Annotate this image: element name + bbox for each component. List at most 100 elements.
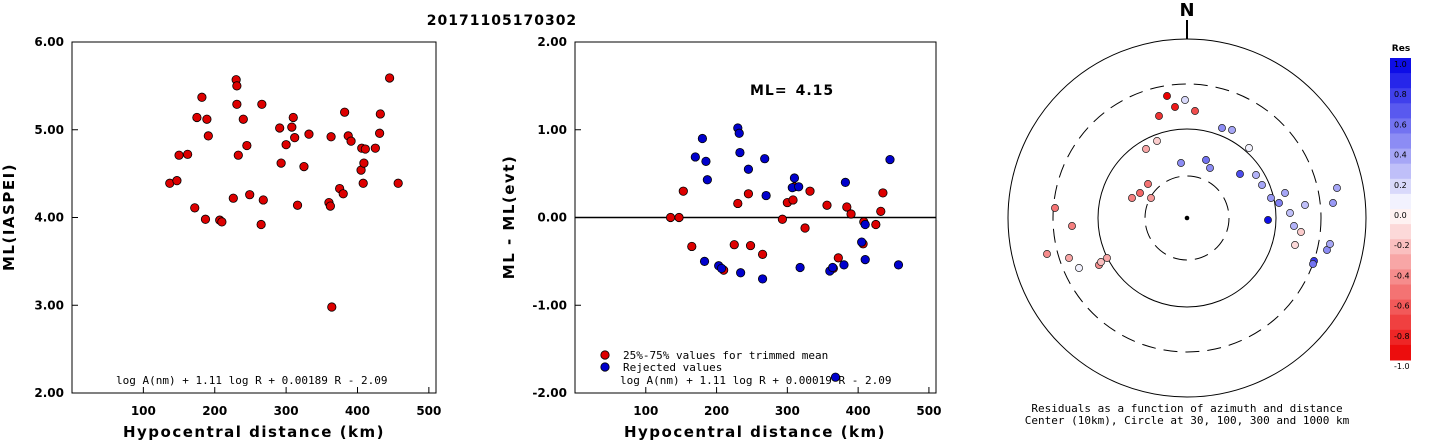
- data-point: [736, 268, 746, 278]
- x-tick-label: 200: [704, 404, 729, 418]
- x-tick-label: 400: [846, 404, 871, 418]
- data-point: [885, 154, 895, 165]
- azimuth-residual-plot: N Residuals as a function of azimuth and…: [1007, 0, 1367, 427]
- station-marker: [1245, 144, 1253, 152]
- station-marker: [1281, 189, 1289, 197]
- data-point: [833, 253, 843, 263]
- station-marker: [1236, 170, 1244, 178]
- data-point: [233, 150, 243, 160]
- colorbar-cell: [1390, 209, 1411, 225]
- figure-title: 20171105170302: [427, 13, 577, 29]
- y-tick-label: 3.00: [34, 298, 64, 312]
- colorbar-cell: [1390, 103, 1411, 119]
- north-label: N: [1179, 0, 1194, 21]
- station-marker: [1103, 254, 1111, 262]
- data-point: [393, 178, 403, 188]
- data-point: [788, 195, 798, 205]
- data-point: [288, 112, 298, 123]
- station-marker: [1333, 184, 1341, 192]
- y-tick-label: 5.00: [34, 123, 64, 137]
- data-point: [217, 217, 227, 227]
- ml-prefix: ML=: [750, 83, 788, 99]
- station-marker: [1191, 107, 1199, 115]
- station-marker: [1171, 103, 1179, 111]
- data-point: [734, 128, 744, 138]
- x-tick-label: 300: [775, 404, 800, 418]
- data-point: [202, 114, 212, 124]
- station-marker: [1329, 199, 1337, 207]
- station-marker: [1297, 228, 1305, 236]
- data-point: [674, 212, 684, 223]
- colorbar-cell: [1390, 148, 1411, 165]
- data-point: [777, 214, 787, 224]
- colorbar-cell: [1390, 88, 1411, 104]
- data-point: [701, 156, 711, 166]
- data-point: [795, 262, 805, 273]
- data-point: [325, 201, 335, 211]
- data-point: [800, 223, 810, 233]
- data-point: [276, 158, 286, 168]
- y-axis-label: ML(IASPEI): [0, 163, 18, 271]
- colorbar-cell: [1390, 224, 1411, 240]
- data-point: [346, 136, 356, 146]
- colorbar-cell: [1390, 314, 1411, 331]
- outer-circle: [1007, 38, 1367, 398]
- data-point: [828, 262, 838, 273]
- colorbar-cell: [1390, 163, 1411, 180]
- data-point: [743, 164, 754, 174]
- station-markers: [1043, 92, 1341, 272]
- colorbar-tick-label: 0.4: [1394, 151, 1407, 160]
- data-point: [716, 263, 727, 273]
- colorbar-tick-label: 1.0: [1394, 60, 1407, 69]
- distance-circle-30km: [1144, 175, 1230, 261]
- y-tick-label: 6.00: [34, 35, 64, 49]
- epicenter-dot: [1184, 215, 1190, 221]
- colorbar-tick-label: -0.4: [1394, 271, 1410, 280]
- data-point: [238, 114, 248, 124]
- station-marker: [1286, 209, 1294, 217]
- colorbar-tick-label: 0.6: [1394, 120, 1407, 129]
- y-tick-label: 2.00: [537, 35, 567, 49]
- data-point: [794, 182, 804, 192]
- station-marker: [1144, 180, 1152, 188]
- data-point: [805, 186, 815, 196]
- data-point: [876, 206, 886, 216]
- colorbar-cell: [1390, 193, 1411, 210]
- data-point: [665, 212, 676, 223]
- data-point: [760, 154, 770, 164]
- data-point: [743, 189, 754, 199]
- residual-colorbar: Res 1.0 0.8 0.6 0.4 0.2 0.0 -0.2 -0.4 -0.6 -0.8 -1…: [1390, 44, 1411, 371]
- data-point: [287, 122, 297, 132]
- distance-circle-100km: [1097, 128, 1277, 308]
- data-point: [256, 219, 266, 230]
- data-point: [871, 219, 881, 230]
- data-point: [257, 99, 267, 109]
- station-marker: [1177, 159, 1185, 167]
- data-point: [172, 176, 182, 186]
- data-point: [860, 219, 870, 230]
- station-marker: [1275, 199, 1283, 207]
- data-point: [203, 131, 213, 141]
- data-point: [232, 99, 242, 109]
- data-point: [830, 372, 841, 382]
- ml-value: 4.15: [796, 83, 835, 99]
- axis-ticks: 100 200 300 400 500 -2.00 -1.00 0.00 1.00 2.00: [532, 35, 941, 418]
- data-point: [174, 150, 184, 160]
- magnitude-vs-distance-plot: 100 200 300 400 500 2.00 3.00 4.00 5.00 6.00 Hypo…: [0, 35, 441, 441]
- x-tick-label: 100: [633, 404, 658, 418]
- colorbar-cell: [1390, 73, 1411, 89]
- data-point: [183, 149, 193, 159]
- x-tick-label: 500: [416, 404, 441, 418]
- data-point: [358, 178, 368, 188]
- station-marker: [1142, 145, 1150, 153]
- data-point: [190, 203, 200, 213]
- formula-text: log A(nm) + 1.11 log R + 0.00019 R - 2.0…: [620, 374, 892, 387]
- colorbar-cell: [1390, 269, 1411, 285]
- x-tick-label: 300: [274, 404, 299, 418]
- data-point: [360, 144, 370, 154]
- colorbar-tick-label: -0.8: [1394, 332, 1410, 341]
- legend-label-trimmed: 25%-75% values for trimmed mean: [623, 349, 828, 362]
- station-marker: [1258, 181, 1266, 189]
- data-point: [893, 260, 904, 270]
